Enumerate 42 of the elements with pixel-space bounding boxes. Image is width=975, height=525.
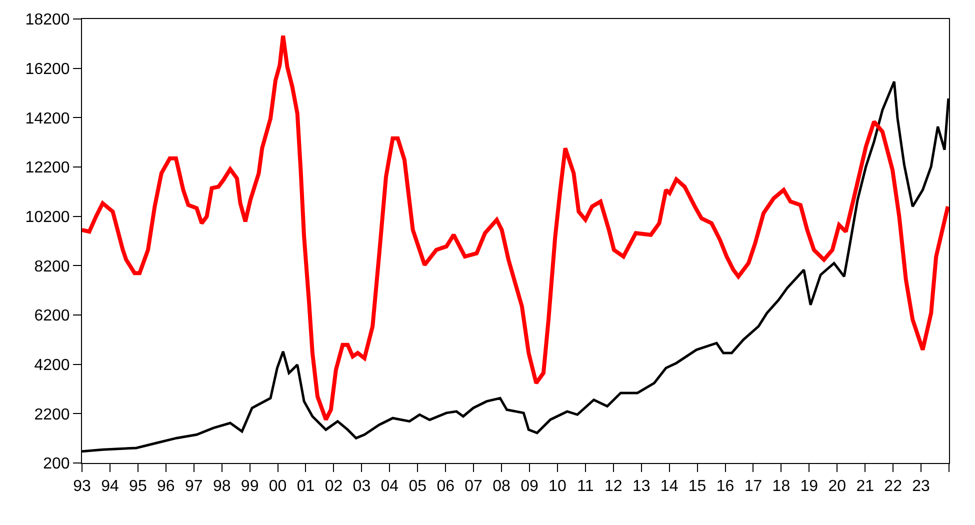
x-tick-label: 17 <box>744 478 762 496</box>
x-tick-label: 04 <box>380 478 399 496</box>
x-tick-label: 15 <box>688 478 706 496</box>
x-tick-label: 13 <box>632 478 650 496</box>
y-tick-label: 10200 <box>25 208 70 226</box>
x-tick-label: 10 <box>548 478 566 496</box>
y-tick-label: 2200 <box>34 406 70 424</box>
x-tick-label: 23 <box>912 478 930 496</box>
x-tick-label: 03 <box>352 478 371 496</box>
x-tick-label: 19 <box>800 478 818 496</box>
x-tick-label: 98 <box>212 478 231 496</box>
x-tick-label: 08 <box>492 478 511 496</box>
x-tick-label: 97 <box>184 478 203 496</box>
x-tick-label: 94 <box>101 478 119 496</box>
x-tick-label: 01 <box>296 478 315 496</box>
x-tick-label: 93 <box>73 478 91 496</box>
x-tick-label: 05 <box>408 478 427 496</box>
line-series <box>82 34 949 422</box>
x-tick-label: 96 <box>157 478 175 496</box>
x-tick-label: 02 <box>324 478 343 496</box>
x-tick-label: 06 <box>436 478 455 496</box>
x-tick-label: 18 <box>772 478 790 496</box>
x-tick-label: 12 <box>604 478 622 496</box>
x-tick-label: 99 <box>240 478 259 496</box>
y-tick-label: 6200 <box>34 308 70 325</box>
x-tick-label: 20 <box>828 478 846 496</box>
x-tick-label: 07 <box>464 478 483 496</box>
y-tick-label: 14200 <box>25 110 70 128</box>
y-tick-label: 8200 <box>34 258 70 276</box>
x-tick-label: 00 <box>268 478 287 496</box>
x-tick-label: 09 <box>520 478 538 496</box>
y-tick-label: 12200 <box>25 160 70 177</box>
x-tick-label: 16 <box>716 478 734 496</box>
y-tick-label: 18200 <box>25 12 70 29</box>
x-tick-label: 21 <box>856 478 874 496</box>
x-tick-label: 95 <box>129 478 147 496</box>
x-tick-label: 11 <box>577 478 594 496</box>
y-tick-label: 4200 <box>34 356 70 374</box>
x-tick-label: 22 <box>884 478 902 496</box>
x-tick-label: 14 <box>660 478 678 496</box>
y-tick-label: 16200 <box>25 60 70 78</box>
y-tick-label: 200 <box>43 456 70 473</box>
